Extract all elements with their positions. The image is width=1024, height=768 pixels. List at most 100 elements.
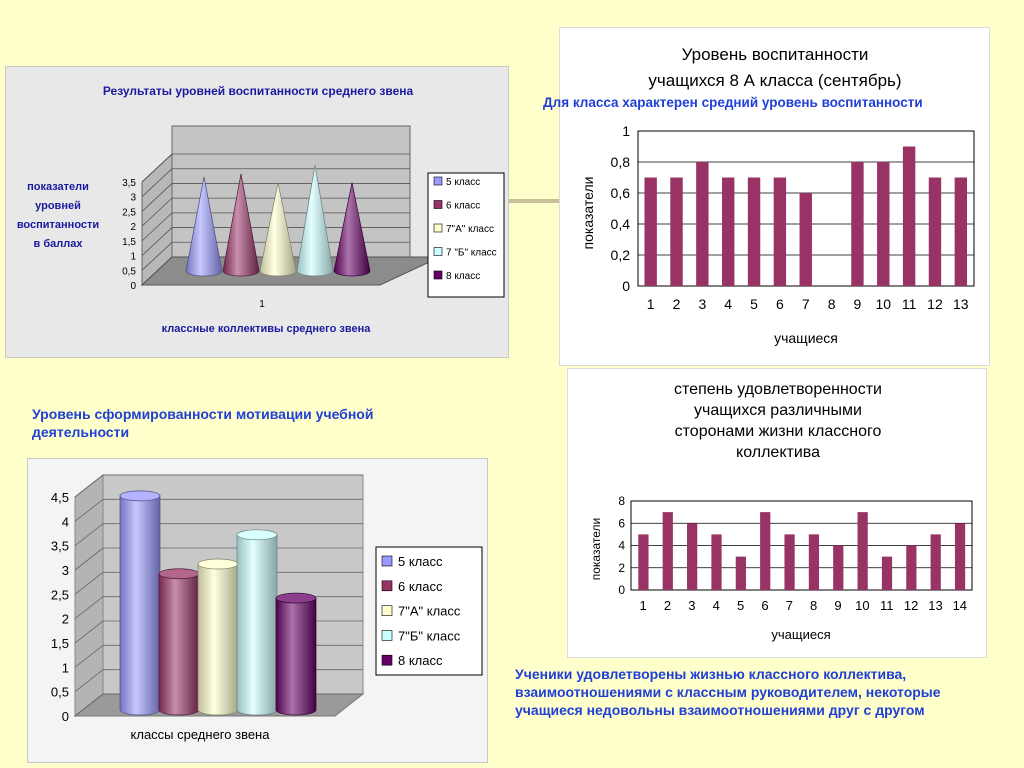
x-axis-label: учащиеся <box>771 627 830 642</box>
level-8a-chart: Уровень воспитанности учащихся 8 А класса… <box>580 45 975 346</box>
y-tick-label: 1,5 <box>51 636 69 651</box>
bar <box>902 146 916 286</box>
gridline <box>141 212 173 242</box>
x-tick-label: 1 <box>647 296 655 312</box>
x-axis-label: классы среднего звена <box>131 727 271 742</box>
cone-1 <box>185 176 223 277</box>
y-tick-label: 0,6 <box>611 185 631 201</box>
y-axis-label: показатели <box>580 177 596 250</box>
y-tick-label: 4 <box>62 514 69 529</box>
x-tick-label: 3 <box>698 296 706 312</box>
cylinder-4 <box>236 534 278 716</box>
legend-label: 6 класс <box>398 579 443 594</box>
connector-line <box>507 199 559 203</box>
x-tick-label: 4 <box>724 296 732 312</box>
gridline <box>74 572 104 595</box>
y-tick-label: 3 <box>130 193 136 204</box>
bar <box>760 512 771 590</box>
legend-swatch <box>381 630 393 641</box>
bar <box>722 177 735 286</box>
y-tick-label: 4 <box>618 539 625 553</box>
side-wall <box>74 473 104 718</box>
bar <box>881 556 893 590</box>
x-tick-label: 2 <box>664 598 671 613</box>
bar <box>687 523 698 590</box>
legend-swatch <box>433 200 443 209</box>
cone-5 <box>333 182 371 277</box>
cylinder-2 <box>158 573 200 716</box>
cylinder-top <box>119 490 161 502</box>
gridline <box>74 669 104 692</box>
gridline <box>141 256 173 286</box>
bar <box>747 177 761 286</box>
legend-swatch <box>381 654 393 666</box>
y-tick-label: 0,5 <box>122 266 136 277</box>
x-tick-label: 7 <box>802 296 810 312</box>
y-tick-label: 8 <box>618 494 625 508</box>
y-tick-label: 2 <box>62 612 69 627</box>
x-tick-label: 10 <box>875 296 891 312</box>
x-tick-label: 5 <box>737 598 744 613</box>
x-tick-label: 6 <box>776 296 784 312</box>
x-tick-label: 8 <box>810 598 817 613</box>
y-tick-label: 0,4 <box>611 216 631 232</box>
y-tick-label: 0,8 <box>611 154 631 170</box>
legend-label: 8 класс <box>446 271 480 282</box>
y-axis-label: в баллах <box>34 238 84 250</box>
bar <box>857 512 868 590</box>
legend-swatch <box>433 223 443 233</box>
cylinder-3 <box>197 563 239 716</box>
gridline <box>141 227 173 256</box>
bar <box>954 177 968 286</box>
x-tick-label: 1 <box>640 598 647 613</box>
bar <box>644 177 657 286</box>
level-8a-chart-panel: Уровень воспитанности учащихся 8 А класса… <box>559 27 990 366</box>
legend-swatch <box>433 176 443 186</box>
y-tick-label: 0,2 <box>611 247 631 263</box>
legend-label: 6 класс <box>446 201 480 212</box>
y-axis-label: показатели <box>27 181 89 193</box>
x-tick-label: 4 <box>713 598 720 613</box>
satisfaction-chart-panel: степень удовлетворенности учащихся различ… <box>567 368 987 658</box>
x-tick-label: 2 <box>673 296 681 312</box>
y-tick-label: 2 <box>618 561 625 575</box>
cylinder-top <box>158 568 200 580</box>
gridline <box>141 168 173 198</box>
y-tick-label: 4,5 <box>51 490 69 505</box>
y-axis-label: воспитанности <box>17 219 99 231</box>
chart-title: учащихся различными <box>694 402 862 419</box>
y-tick-label: 1 <box>622 123 630 139</box>
bar <box>735 556 746 590</box>
bar <box>662 512 673 590</box>
cylinder-top <box>236 529 278 541</box>
bar <box>930 534 941 590</box>
x-tick-label: 5 <box>750 296 758 312</box>
y-tick-label: 0 <box>62 709 69 724</box>
y-tick-label: 2,5 <box>122 207 136 218</box>
motivation-cylinder-chart: 0 0,5 1 1,5 2 2,5 3 3,5 4 4,5 классы среднего звен… <box>51 473 483 742</box>
legend-swatch <box>381 605 393 616</box>
motivation-chart-panel: 0 0,5 1 1,5 2 2,5 3 3,5 4 4,5 классы среднего звен… <box>27 458 488 763</box>
cone-4 <box>296 164 334 277</box>
y-tick-label: 0 <box>618 583 625 597</box>
legend-swatch <box>433 270 443 280</box>
legend-label: 7"Б" класс <box>398 628 461 643</box>
x-tick-label: 3 <box>688 598 695 613</box>
y-tick-label: 6 <box>618 516 625 530</box>
y-tick-label: 3,5 <box>51 539 69 554</box>
y-tick-label: 3 <box>62 563 69 578</box>
bar <box>954 523 966 590</box>
bar <box>851 162 864 286</box>
bar <box>773 177 787 286</box>
y-tick-label: 1 <box>130 252 136 263</box>
chart-title: степень удовлетворенности <box>674 381 882 398</box>
x-tick-label: 9 <box>834 598 841 613</box>
cone-2 <box>222 173 260 277</box>
x-tick-label: 11 <box>902 296 917 312</box>
y-tick-label: 1 <box>62 660 69 675</box>
legend-label: 8 класс <box>398 653 443 668</box>
bar <box>799 193 812 286</box>
chart-title: учащихся 8 А класса (сентябрь) <box>648 71 901 90</box>
legend-label: 5 класс <box>398 554 443 569</box>
gridline <box>74 596 104 619</box>
